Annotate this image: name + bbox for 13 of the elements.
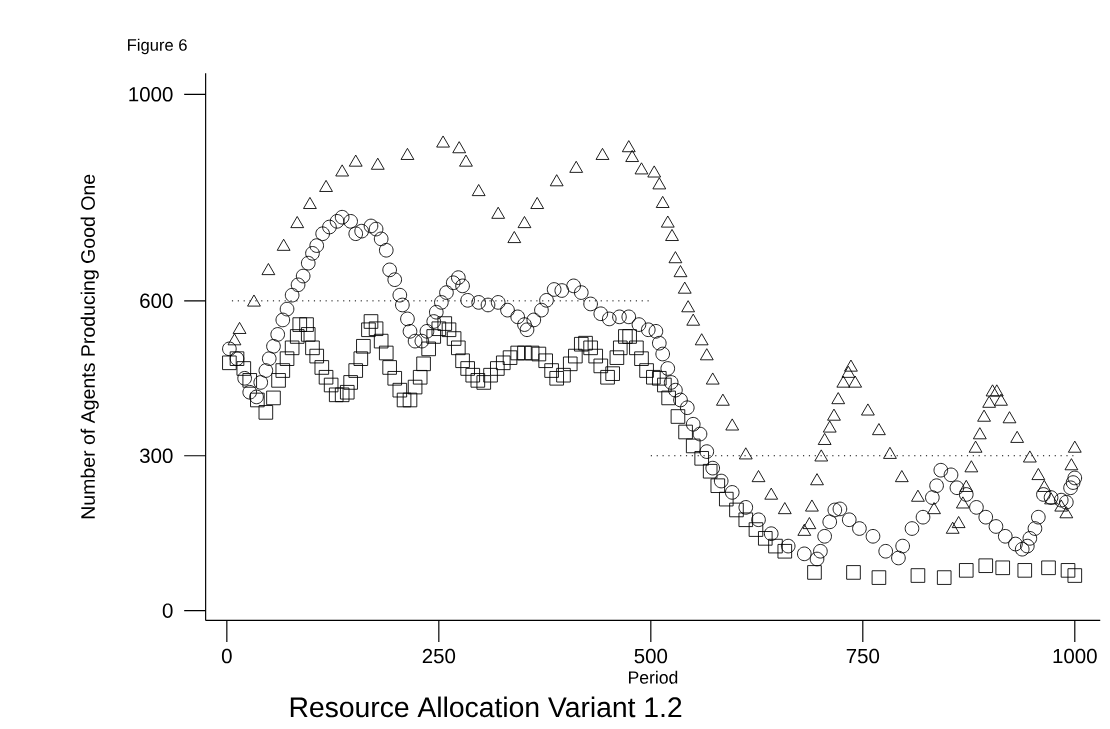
x-tick-label: 750	[846, 648, 880, 664]
x-tick-label: 0	[221, 648, 232, 664]
x-axis-title: Period	[629, 670, 678, 684]
y-axis-title: Number of Agents Producing Good One	[80, 174, 99, 519]
y-tick-label: 300	[139, 448, 173, 464]
y-tick-label: 600	[140, 293, 173, 309]
x-tick-label: 1000	[1053, 648, 1097, 664]
caption: Figure 6	[128, 38, 187, 55]
y-tick-label: 0	[162, 603, 173, 619]
x-tick-label: 500	[634, 648, 668, 664]
text: Resource Allocation Variant 1.2	[290, 696, 682, 718]
x-tick-label: 250	[422, 648, 456, 664]
y-tick-label: 1000	[129, 87, 173, 102]
